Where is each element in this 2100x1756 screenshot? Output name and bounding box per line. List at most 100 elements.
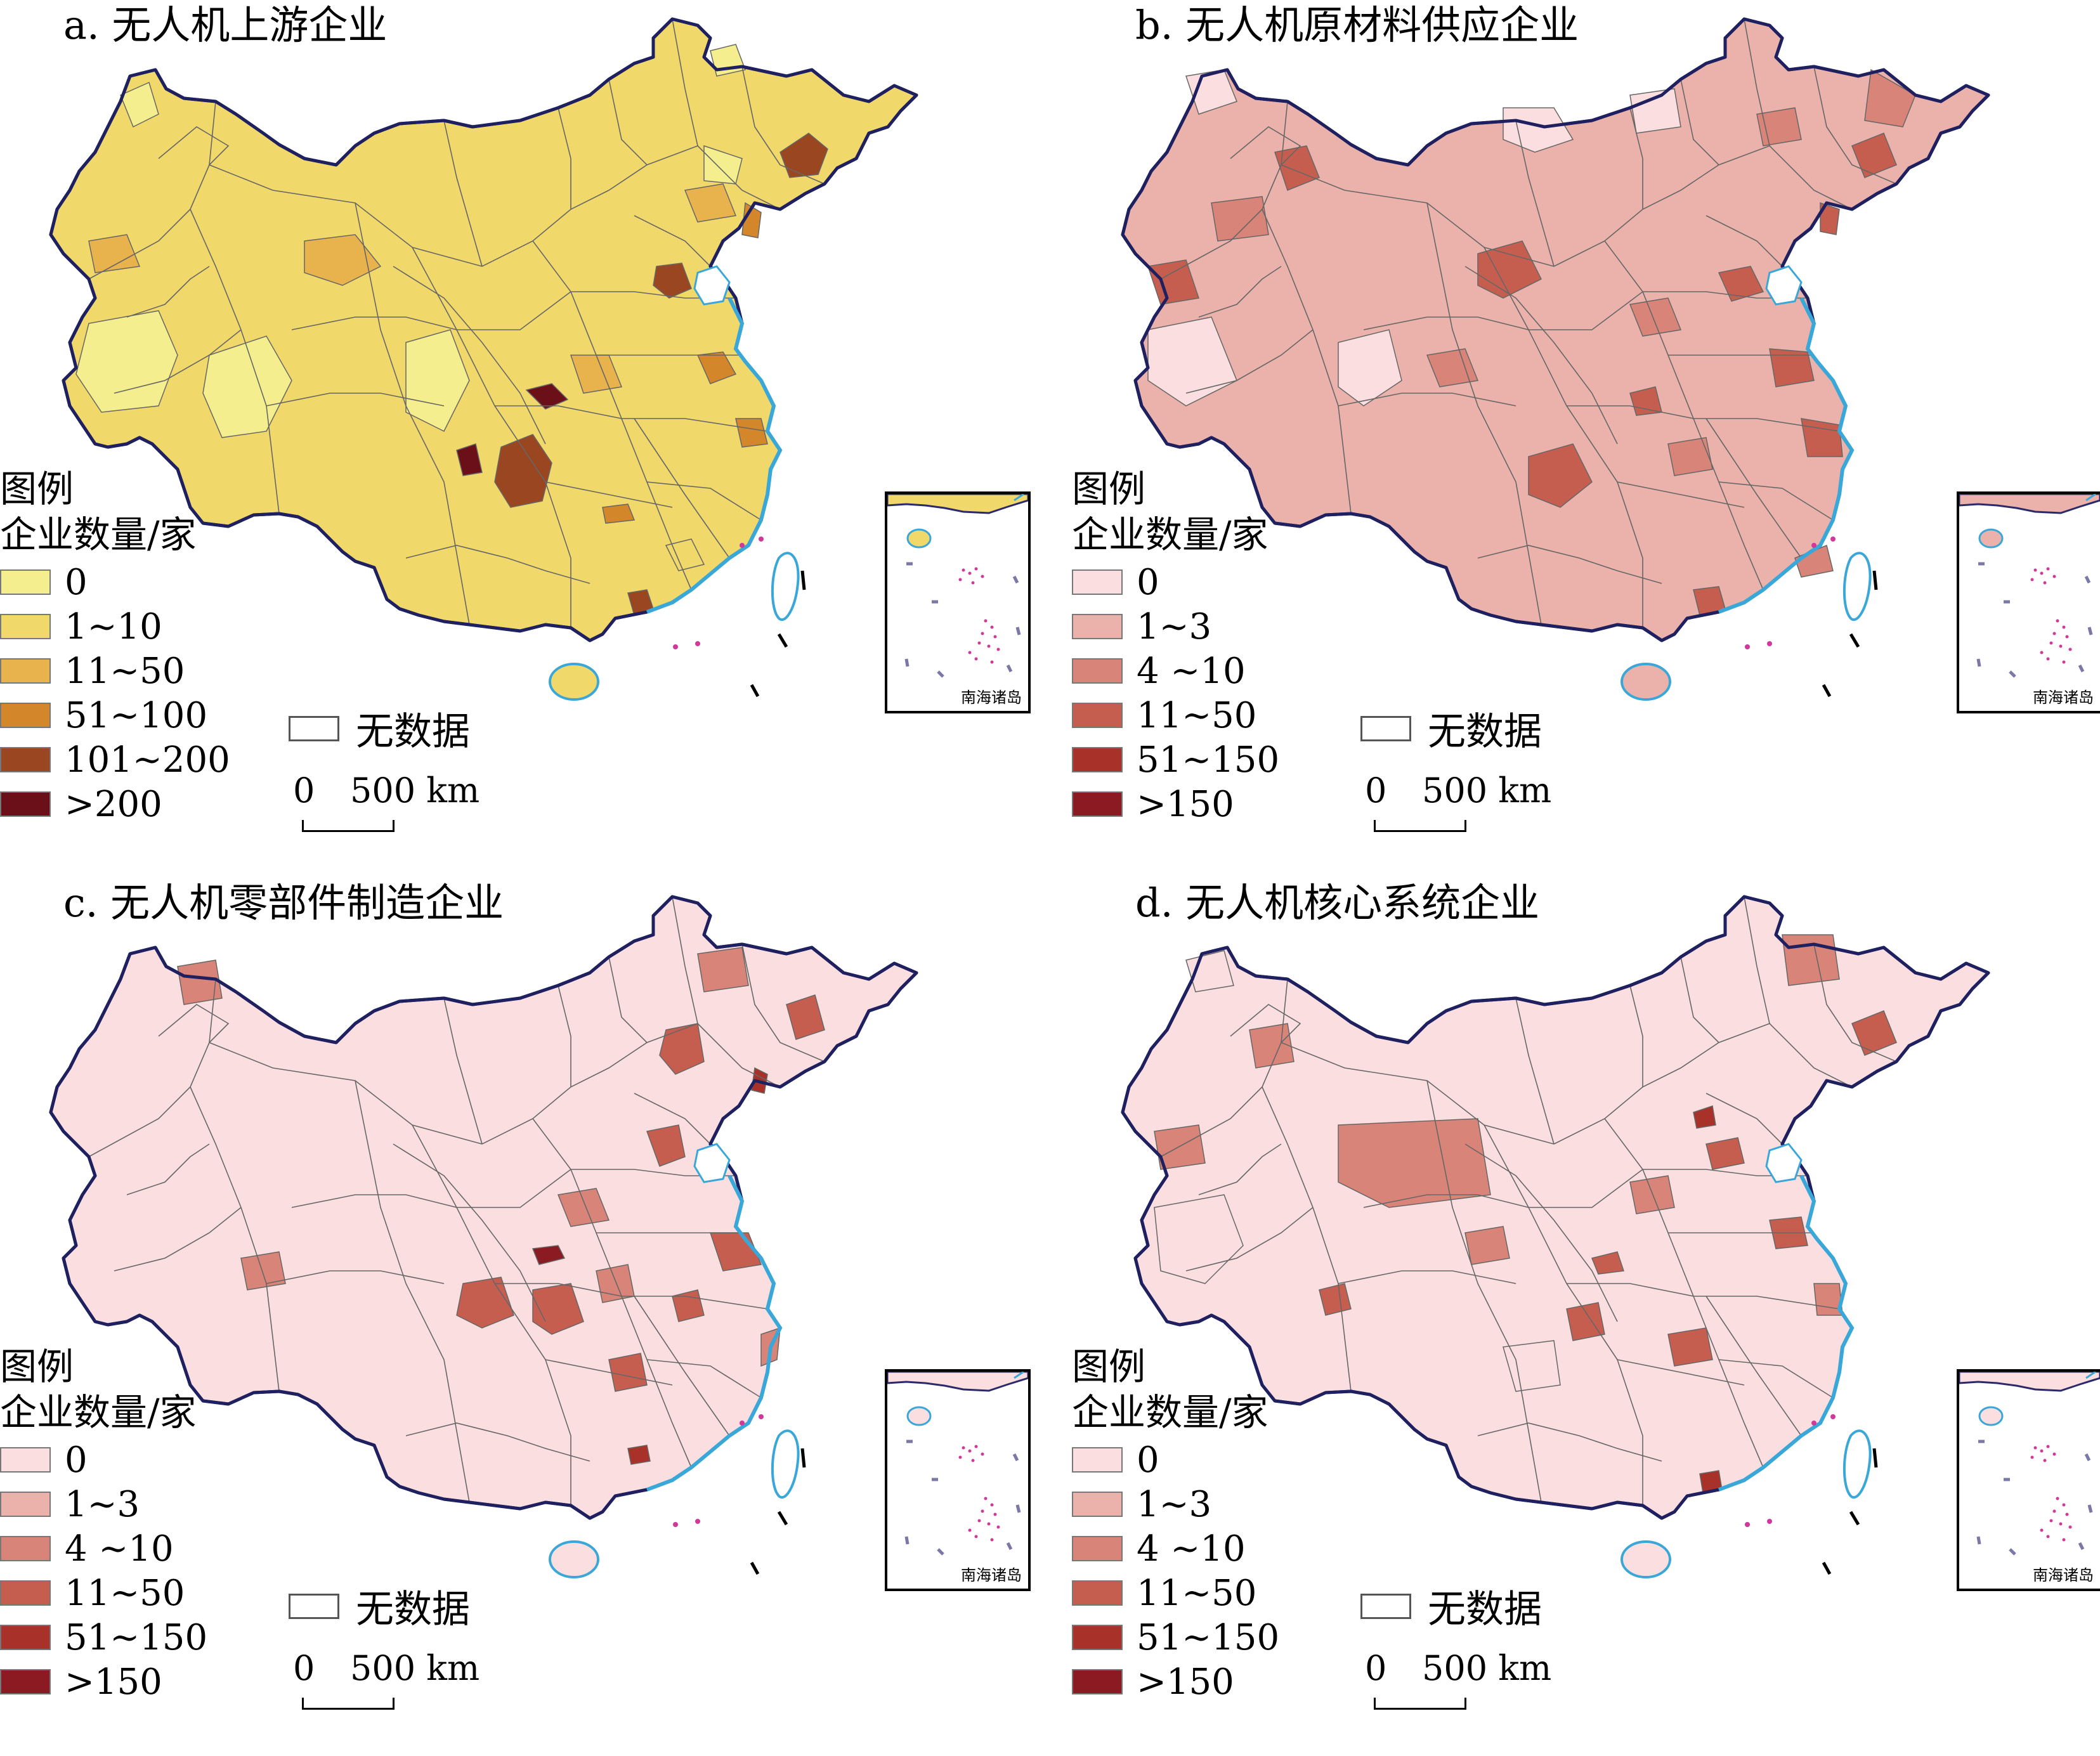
legend-item: >150: [1072, 782, 1351, 826]
inset-island: [2046, 567, 2050, 571]
legend-item: 11~50: [0, 649, 279, 693]
boundary-dash: [750, 1561, 760, 1575]
legend-item: 0: [0, 560, 279, 604]
inset-hainan: [1978, 1406, 2004, 1426]
legend-item: 4 ~10: [1072, 649, 1351, 693]
inset-dash: [2084, 1453, 2091, 1462]
boundary-line: [697, 1023, 781, 1088]
prefecture-region: [1274, 145, 1320, 191]
legend-item: 101~200: [0, 738, 279, 782]
boundary-line: [114, 1207, 242, 1271]
inset-island: [990, 1538, 994, 1542]
island-dot: [1745, 644, 1750, 649]
boundary-line: [1617, 1359, 1745, 1386]
legend-title: 图例: [1072, 467, 1146, 511]
boundary-line: [622, 418, 768, 432]
boundary-line: [481, 1023, 698, 1145]
boundary-line: [1680, 956, 1719, 1043]
inset-label: 南海诸岛: [961, 1566, 1022, 1584]
inset-island: [968, 1528, 972, 1532]
inset-hainan: [906, 1406, 932, 1426]
island-dot: [695, 641, 700, 646]
legend-title: 图例: [1072, 1345, 1146, 1388]
legend-label: >200: [65, 783, 162, 825]
prefecture-region: [1319, 1283, 1352, 1316]
boundary-line: [1484, 247, 1643, 628]
boundary-line: [741, 66, 825, 185]
boundary-line: [393, 266, 546, 445]
boundary-line: [1198, 266, 1282, 318]
inset-label: 南海诸岛: [2033, 1566, 2094, 1584]
south-china-sea-inset: 南海诸岛: [1957, 491, 2100, 713]
boundary-line: [545, 1359, 673, 1386]
inset-map: [1959, 494, 2100, 678]
legend-label: 1~3: [1137, 1483, 1212, 1525]
boundary-line: [405, 1422, 590, 1462]
inset-island: [2068, 647, 2072, 651]
boundary-line: [1693, 1296, 1840, 1310]
inset-island: [2043, 1459, 2047, 1462]
legend-label: 1~10: [65, 606, 162, 647]
boundary-line: [1813, 944, 1897, 1062]
boundary-line: [1567, 1283, 1694, 1297]
legend: 图例 企业数量/家 0 1~3 4 ~10 11~50 51~150 >150: [1072, 1344, 1351, 1704]
inset-island: [958, 1455, 962, 1459]
legend-label: 11~50: [65, 1572, 185, 1614]
nodata-label: 无数据: [1428, 710, 1542, 754]
boundary-line: [355, 202, 470, 625]
inset-island: [2040, 651, 2044, 654]
boundary-line: [495, 1283, 622, 1297]
legend-swatch: [0, 658, 51, 684]
legend-label: 4 ~10: [1137, 650, 1246, 692]
inset-island: [962, 568, 965, 572]
prefecture-region: [1629, 88, 1681, 134]
nodata-key: 无数据: [1360, 701, 1542, 756]
inset-island: [990, 625, 994, 629]
boundary-line: [443, 998, 483, 1145]
nodata-label: 无数据: [356, 710, 470, 754]
boundary-line: [412, 1124, 571, 1506]
inset-island: [981, 575, 984, 578]
legend-item: >150: [0, 1660, 279, 1704]
prefecture-region: [1705, 1137, 1745, 1170]
boundary-line: [697, 145, 781, 210]
legend-label: 51~100: [65, 694, 208, 736]
inset-dash: [1006, 664, 1013, 673]
boundary-line: [1338, 393, 1516, 406]
legend-label: 11~50: [65, 650, 185, 692]
inset-dash: [2078, 1542, 2085, 1551]
map-panel-d: d. 无人机核心系统企业 图例 企业数量/家 0 1~3 4 ~10 11~50 51~150…: [1072, 878, 2100, 1755]
inset-taiwan-edge: [2085, 1372, 2096, 1379]
island-dot: [759, 1414, 764, 1419]
prefecture-region: [1801, 418, 1843, 457]
inset-dash: [1012, 575, 1019, 584]
boundary-line: [266, 393, 445, 406]
prefecture-region: [1629, 1175, 1675, 1214]
prefecture-region: [532, 1245, 566, 1265]
prefecture-region: [1851, 1010, 1897, 1056]
legend-swatch: [1072, 569, 1123, 595]
legend-swatch: [0, 1536, 51, 1561]
inset-dash: [1976, 1536, 1981, 1545]
nodata-key: 无数据: [289, 701, 470, 756]
inset-island: [2056, 1497, 2059, 1500]
china-map-d: [1121, 895, 1990, 1578]
island-dot: [1830, 1414, 1836, 1419]
boundary-line: [1529, 291, 1643, 330]
inset-dash: [2078, 664, 2085, 673]
boundary-line: [126, 266, 210, 318]
scale-line: [302, 820, 395, 832]
prefecture-region: [735, 418, 768, 448]
island-dot: [1811, 543, 1816, 548]
inset-dash: [904, 1536, 910, 1545]
inset-taiwan-edge: [1014, 1372, 1024, 1379]
scale-bar: 0 500 km: [1365, 1648, 1551, 1718]
legend-swatch: [1072, 1536, 1123, 1561]
inset-mainland: [887, 1372, 1028, 1392]
legend-swatch: [1072, 1580, 1123, 1606]
boundary-line: [1567, 405, 1694, 419]
legend-title: 图例: [0, 1345, 74, 1388]
prefecture-region: [627, 1445, 651, 1465]
inset-island: [2043, 581, 2047, 585]
inset-island: [974, 1535, 978, 1538]
